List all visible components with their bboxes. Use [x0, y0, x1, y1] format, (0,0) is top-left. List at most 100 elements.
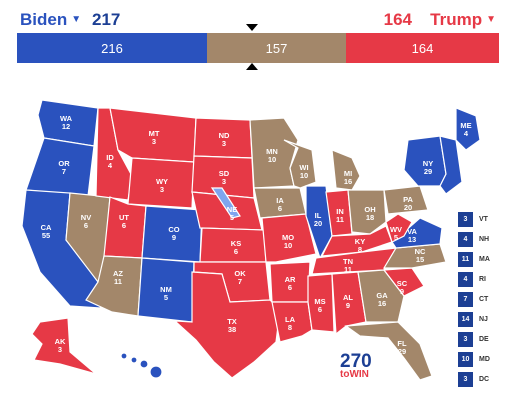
small-state-nj[interactable]: 14 NJ — [458, 309, 490, 329]
state-label-va: VA 13 — [407, 227, 417, 244]
logo-number: 270 — [340, 351, 372, 372]
state-label-ar: AR 6 — [285, 275, 296, 292]
state-label-ky: KY 8 — [355, 237, 365, 254]
state-AL[interactable] — [331, 271, 367, 336]
state-label-nc: NC 15 — [415, 247, 426, 264]
state-AK[interactable] — [31, 317, 97, 375]
state-MO[interactable] — [261, 213, 317, 263]
small-state-ev-box: 3 — [458, 211, 473, 227]
state-TX[interactable] — [159, 271, 281, 379]
small-state-ct[interactable]: 7 CT — [458, 289, 490, 309]
state-NC[interactable] — [382, 243, 447, 269]
state-label-sc: SC 9 — [397, 279, 408, 296]
small-state-name: MD — [479, 355, 490, 363]
biden-ev-total: 217 — [92, 10, 121, 29]
small-state-ma[interactable]: 11 MA — [458, 249, 490, 269]
state-label-il: IL 20 — [314, 211, 322, 228]
small-state-dc[interactable]: 3 DC — [458, 369, 490, 389]
state-FL[interactable] — [344, 321, 433, 381]
state-label-nv: NV 6 — [81, 213, 91, 230]
biden-bar-segment: 216 — [17, 33, 207, 63]
midpoint-marker-top-icon — [246, 24, 258, 31]
small-state-ev-box: 4 — [458, 271, 473, 287]
state-label-tx: TX 38 — [227, 317, 237, 334]
trump-candidate-selector[interactable]: Trump ▼ — [430, 10, 496, 30]
state-label-ks: KS 6 — [231, 239, 241, 256]
state-label-or: OR 7 — [58, 159, 70, 176]
state-label-hi: HI 4 — [152, 377, 160, 394]
state-label-nm: NM 5 — [160, 285, 172, 302]
small-state-vt[interactable]: 3 VT — [458, 209, 490, 229]
state-label-ms: MS 6 — [314, 297, 325, 314]
small-state-ev-box: 14 — [458, 311, 473, 327]
state-NE-district[interactable] — [210, 187, 241, 219]
tossup-bar-segment: 157 — [207, 33, 346, 63]
state-SC[interactable] — [382, 267, 425, 297]
small-state-md[interactable]: 10 MD — [458, 349, 490, 369]
small-state-name: NH — [479, 235, 490, 243]
state-PA[interactable] — [383, 185, 429, 215]
state-label-ia: IA 6 — [276, 196, 284, 213]
state-IN[interactable] — [325, 189, 353, 237]
small-state-name: DE — [479, 335, 489, 343]
state-label-me: ME 4 — [460, 121, 471, 138]
state-LA[interactable] — [271, 301, 313, 343]
small-states-list: 3 VT 4 NH 11 MA 4 RI 7 CT 14 NJ 3 DE 10 MD 3 DC — [458, 209, 490, 389]
biden-candidate-selector[interactable]: Biden ▼ — [20, 10, 81, 30]
state-label-pa: PA 20 — [403, 195, 413, 212]
state-HI[interactable] — [120, 352, 163, 379]
state-label-mn: MN 10 — [266, 147, 278, 164]
small-state-ev-box: 10 — [458, 351, 473, 367]
small-state-ri[interactable]: 4 RI — [458, 269, 490, 289]
state-label-co: CO 9 — [168, 225, 179, 242]
chevron-down-icon: ▼ — [486, 14, 496, 25]
state-label-ny: NY 29 — [423, 159, 433, 176]
state-label-fl: FL 29 — [397, 339, 407, 356]
state-label-tn: TN 11 — [343, 257, 353, 274]
state-label-wi: WI 10 — [299, 163, 308, 180]
state-WV[interactable] — [385, 213, 413, 243]
small-state-ev-box: 7 — [458, 291, 473, 307]
state-label-ne: NE 5 — [227, 205, 237, 222]
state-label-mi: MI 16 — [344, 169, 352, 186]
trump-ev-total: 164 — [383, 10, 412, 29]
small-state-ev-box: 3 — [458, 371, 473, 387]
state-GA[interactable] — [357, 269, 405, 323]
chevron-down-icon: ▼ — [71, 14, 82, 25]
state-label-id: ID 4 — [106, 153, 114, 170]
trump-name: Trump — [430, 10, 483, 29]
small-state-name: CT — [479, 295, 489, 303]
small-state-name: DC — [479, 375, 490, 383]
state-label-al: AL 9 — [343, 293, 353, 310]
small-state-name: MA — [479, 255, 490, 263]
state-MI[interactable] — [331, 149, 361, 191]
state-label-wy: WY 3 — [156, 177, 168, 194]
state-label-ok: OK 7 — [234, 269, 246, 286]
small-state-nh[interactable]: 4 NH — [458, 229, 490, 249]
state-WI[interactable] — [283, 139, 317, 189]
logo-subtitle: toWIN — [340, 369, 369, 380]
state-label-wa: WA 12 — [60, 114, 73, 131]
state-label-az: AZ 11 — [113, 269, 123, 286]
midpoint-marker-bottom-icon — [246, 63, 258, 70]
state-MS[interactable] — [307, 273, 335, 333]
state-labels: WA 12 OR 7 CA 55 NV 6 ID 4 MT 3 WY 3 UT 6 AZ 11 CO 9 NM 5 ND 3 S… — [41, 114, 472, 394]
state-label-nd: ND 3 — [219, 131, 230, 148]
state-label-mt: MT 3 — [149, 129, 160, 146]
trump-bar-segment: 164 — [346, 33, 499, 63]
state-label-wv: WV 5 — [390, 225, 402, 242]
small-state-name: RI — [479, 275, 486, 283]
small-state-name: VT — [479, 215, 488, 223]
state-label-oh: OH 18 — [364, 205, 375, 222]
state-label-mo: MO 10 — [282, 233, 294, 250]
state-label-la: LA 8 — [285, 315, 296, 332]
small-state-de[interactable]: 3 DE — [458, 329, 490, 349]
state-WY[interactable] — [127, 157, 195, 209]
state-label-ak: AK 3 — [55, 337, 66, 354]
state-label-ca: CA 55 — [41, 223, 52, 240]
270towin-logo: 270 toWIN — [340, 351, 372, 380]
small-state-ev-box: 11 — [458, 251, 473, 267]
state-ME[interactable] — [455, 107, 481, 151]
state-label-ut: UT 6 — [119, 213, 129, 230]
state-OH[interactable] — [347, 189, 387, 235]
